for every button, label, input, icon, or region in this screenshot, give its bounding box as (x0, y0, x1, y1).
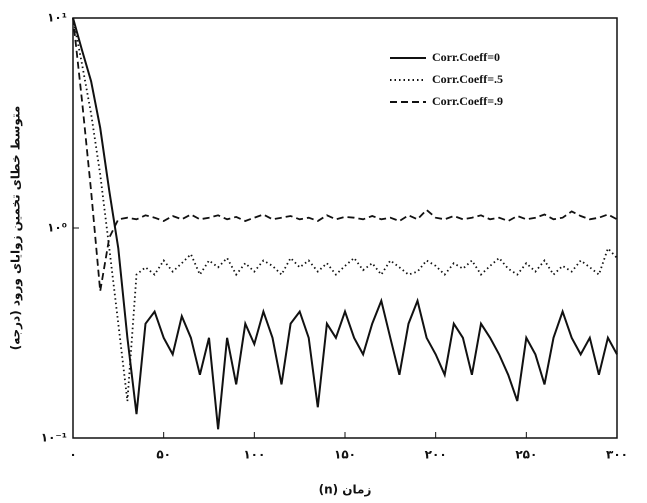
series-line (72, 17, 618, 292)
x-tick-label: ۱۵۰ (334, 448, 356, 462)
legend-label: Corr.Coeff=.9 (432, 94, 503, 108)
y-tick-label: ۱۰⁰ (47, 221, 67, 235)
x-tick-label: ۲۰۰ (425, 448, 447, 462)
y-tick-label: ۱۰¹ (47, 11, 67, 25)
x-tick-label: ۲۵۰ (515, 448, 537, 462)
legend-label: Corr.Coeff=.5 (432, 72, 503, 86)
legend-label: Corr.Coeff=0 (432, 50, 500, 64)
x-tick-label: ۱۰۰ (243, 448, 265, 462)
plot-frame (72, 17, 618, 439)
x-tick-label: ۳۰۰ (606, 448, 628, 462)
x-axis-label: زمان (n) (319, 483, 372, 497)
series-line (72, 17, 618, 430)
x-tick-label: ۵۰ (156, 448, 171, 462)
y-tick-label: ۱۰⁻¹ (41, 431, 67, 445)
y-axis-label: متوسط خطای تخمین زوایای ورود (درجه) (9, 106, 24, 351)
series-line (72, 17, 618, 402)
x-tick-label: ۰ (69, 448, 76, 462)
